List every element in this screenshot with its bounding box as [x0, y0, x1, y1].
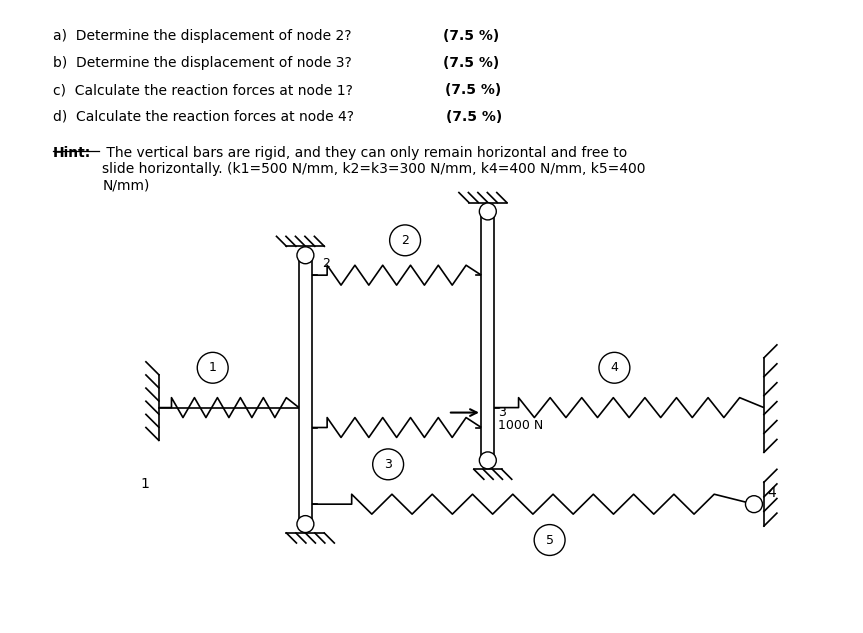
Text: (7.5 %): (7.5 %) — [443, 29, 499, 43]
Text: c)  Calculate the reaction forces at node 1?: c) Calculate the reaction forces at node… — [54, 83, 357, 97]
Text: b)  Determine the displacement of node 3?: b) Determine the displacement of node 3? — [54, 56, 356, 70]
Bar — [482, 211, 494, 460]
Circle shape — [297, 516, 314, 532]
Text: (7.5 %): (7.5 %) — [443, 56, 500, 70]
Circle shape — [479, 203, 496, 220]
Text: 4: 4 — [767, 486, 776, 500]
Text: d)  Calculate the reaction forces at node 4?: d) Calculate the reaction forces at node… — [54, 110, 359, 124]
Text: a)  Determine the displacement of node 2?: a) Determine the displacement of node 2? — [54, 29, 356, 43]
Text: 3: 3 — [384, 458, 392, 471]
Text: 1: 1 — [209, 361, 217, 374]
Text: 3: 3 — [498, 406, 506, 419]
Text: 1000 N: 1000 N — [498, 418, 543, 432]
Text: 4: 4 — [610, 361, 619, 374]
Bar — [299, 255, 312, 524]
Circle shape — [479, 452, 496, 469]
Circle shape — [297, 247, 314, 264]
Text: 5: 5 — [545, 534, 554, 546]
Text: 2: 2 — [401, 234, 409, 247]
Text: Hint:: Hint: — [54, 146, 91, 160]
Text: (7.5 %): (7.5 %) — [444, 83, 501, 97]
Text: The vertical bars are rigid, and they can only remain horizontal and free to
sli: The vertical bars are rigid, and they ca… — [103, 146, 646, 192]
Text: (7.5 %): (7.5 %) — [446, 110, 502, 124]
Text: 1: 1 — [141, 477, 149, 491]
Circle shape — [746, 496, 762, 513]
Text: 2: 2 — [323, 257, 331, 270]
